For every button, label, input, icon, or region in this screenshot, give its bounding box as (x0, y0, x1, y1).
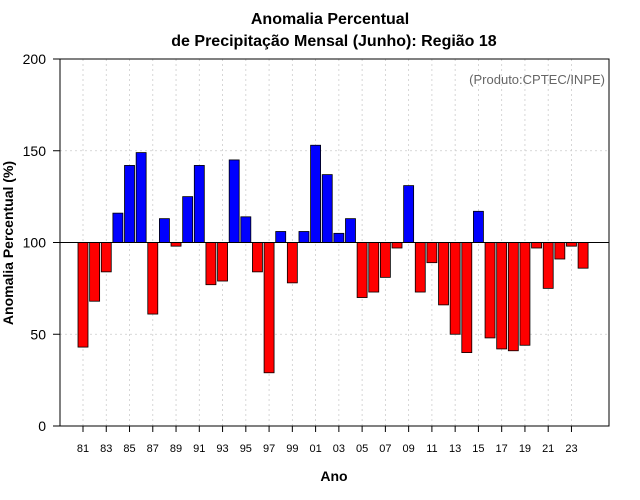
bar-23 (566, 242, 577, 247)
x-tick-label: 09 (403, 443, 415, 455)
x-tick-label: 81 (77, 443, 89, 455)
x-tick-label: 91 (193, 443, 205, 455)
y-tick-label: 50 (30, 326, 46, 342)
x-tick-label: 13 (449, 443, 461, 455)
bar-16 (484, 242, 496, 339)
bar-00 (298, 231, 310, 243)
bar-15 (473, 210, 484, 243)
bars (77, 144, 589, 374)
x-tick-label: 83 (100, 443, 112, 455)
bar-18 (507, 242, 519, 352)
bar-10 (414, 242, 426, 293)
bar-91 (193, 165, 205, 243)
bar-04 (345, 218, 356, 243)
x-tick-label: 95 (240, 443, 252, 455)
bar-89 (170, 242, 182, 247)
bar-99 (286, 242, 298, 284)
x-axis-label: Ano (320, 468, 347, 484)
y-tick-label: 100 (23, 235, 47, 251)
x-tick-label: 01 (309, 443, 321, 455)
y-tick-label: 150 (23, 143, 47, 159)
bar-01 (310, 144, 322, 243)
bar-93 (217, 242, 228, 282)
bar-12 (438, 242, 449, 306)
bar-97 (263, 242, 275, 374)
y-axis-label: Anomalia Percentual (%) (0, 161, 16, 325)
bar-94 (228, 159, 240, 243)
x-tick-label: 23 (565, 443, 577, 455)
bar-88 (159, 218, 170, 243)
x-tick-label: 07 (379, 443, 391, 455)
x-tick-label: 05 (356, 443, 368, 455)
bar-19 (519, 242, 531, 346)
bar-95 (240, 216, 252, 243)
x-tick-label: 03 (333, 443, 345, 455)
source-note: (Produto:CPTEC/INPE) (469, 72, 605, 87)
bar-20 (531, 242, 542, 249)
bar-06 (368, 242, 380, 293)
bar-92 (205, 242, 217, 286)
bar-07 (379, 242, 391, 278)
bar-96 (252, 242, 263, 273)
bar-09 (403, 185, 415, 243)
bar-82 (89, 242, 101, 302)
bar-98 (275, 231, 287, 243)
bar-03 (333, 232, 345, 243)
x-tick-label: 93 (216, 443, 228, 455)
y-axis-ticks: 0 50 100 150 200 (23, 51, 60, 434)
x-tick-label: 19 (519, 443, 531, 455)
x-tick-label: 11 (426, 443, 437, 455)
bar-84 (112, 212, 124, 243)
y-tick-label: 200 (23, 51, 47, 67)
x-tick-label: 97 (263, 443, 275, 455)
x-tick-label: 89 (170, 443, 182, 455)
x-tick-label: 17 (496, 443, 508, 455)
x-axis-ticks: 81 83 85 87 89 91 93 95 97 99 01 03 05 07 09 11 13 15 17 19… (77, 426, 578, 455)
x-tick-label: 85 (123, 443, 135, 455)
bar-83 (100, 242, 112, 273)
bar-21 (542, 242, 554, 289)
bar-24 (577, 242, 589, 269)
bar-17 (496, 242, 508, 350)
x-tick-label: 87 (147, 443, 159, 455)
bar-90 (182, 196, 194, 243)
bar-05 (356, 242, 368, 298)
bar-02 (321, 174, 333, 243)
chart-title-line1: Anomalia Percentual (251, 11, 409, 28)
chart-title-line2: de Precipitação Mensal (Junho): Região 1… (171, 33, 497, 50)
bar-14 (461, 242, 473, 353)
bar-85 (124, 165, 135, 243)
y-tick-label: 0 (38, 418, 46, 434)
bar-86 (135, 152, 147, 243)
x-tick-label: 99 (286, 443, 298, 455)
x-tick-label: 21 (542, 443, 554, 455)
bar-13 (449, 242, 461, 335)
bar-22 (554, 242, 566, 260)
bar-87 (147, 242, 159, 315)
bar-11 (426, 242, 438, 264)
bar-08 (391, 242, 403, 249)
bar-81 (77, 242, 89, 348)
x-tick-label: 15 (472, 443, 484, 455)
